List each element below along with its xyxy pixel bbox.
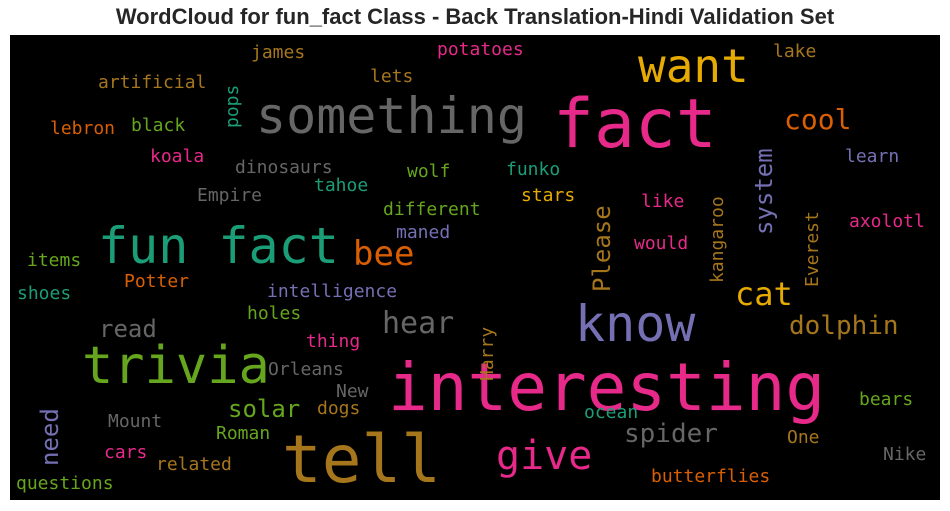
word-dinosaurs: dinosaurs xyxy=(235,157,333,178)
word-thing: thing xyxy=(306,331,360,352)
word-solar: solar xyxy=(228,395,300,423)
word-maned: maned xyxy=(396,222,450,243)
word-system: system xyxy=(750,148,778,235)
word-different: different xyxy=(383,199,481,220)
word-artificial: artificial xyxy=(98,72,206,93)
word-empire: Empire xyxy=(197,185,262,206)
word-orleans: Orleans xyxy=(268,359,344,380)
word-kangaroo: kangaroo xyxy=(707,196,728,283)
word-potatoes: potatoes xyxy=(437,39,524,60)
word-mount: Mount xyxy=(108,411,162,432)
word-interesting: interesting xyxy=(388,349,825,426)
word-wolf: wolf xyxy=(407,161,450,182)
word-butterflies: butterflies xyxy=(651,466,770,487)
word-spider: spider xyxy=(624,419,718,449)
word-roman: Roman xyxy=(216,423,270,444)
word-something: something xyxy=(256,87,527,145)
word-tell: tell xyxy=(282,421,441,498)
word-cat: cat xyxy=(735,275,793,313)
word-potter: Potter xyxy=(124,271,189,292)
word-dogs: dogs xyxy=(317,398,360,419)
word-fun-fact: fun fact xyxy=(98,217,339,275)
word-cool: cool xyxy=(784,103,851,136)
word-koala: koala xyxy=(150,146,204,167)
word-stars: stars xyxy=(521,185,575,206)
word-lake: lake xyxy=(773,41,816,62)
word-holes: holes xyxy=(247,303,301,324)
word-give: give xyxy=(496,433,592,479)
word-know: know xyxy=(575,295,696,353)
word-black: black xyxy=(131,115,185,136)
word-need: need xyxy=(36,408,64,466)
word-read: read xyxy=(99,315,157,343)
word-axolotl: axolotl xyxy=(849,211,925,232)
word-trivia: trivia xyxy=(82,336,270,396)
word-like: like xyxy=(641,191,684,212)
word-questions: questions xyxy=(16,473,114,494)
word-lets: lets xyxy=(370,66,413,87)
word-hear: hear xyxy=(382,306,454,341)
word-cars: cars xyxy=(104,442,147,463)
chart-title: WordCloud for fun_fact Class - Back Tran… xyxy=(115,4,835,29)
word-funko: funko xyxy=(506,159,560,180)
word-harry: Harry xyxy=(477,327,498,381)
word-everest: Everest xyxy=(802,211,823,287)
word-dolphin: dolphin xyxy=(789,311,899,341)
word-would: would xyxy=(634,233,688,254)
word-new: New xyxy=(336,381,369,402)
word-bears: bears xyxy=(859,389,913,410)
word-please: Please xyxy=(588,205,616,292)
word-learn: learn xyxy=(845,146,899,167)
word-ocean: ocean xyxy=(584,402,638,423)
word-items: items xyxy=(27,250,81,271)
word-shoes: shoes xyxy=(17,283,71,304)
word-one: One xyxy=(787,427,820,448)
word-james: james xyxy=(251,42,305,63)
word-fact: fact xyxy=(553,85,717,164)
cloud-background xyxy=(10,35,940,500)
word-bee: bee xyxy=(353,234,414,274)
word-nike: Nike xyxy=(883,444,926,465)
word-tahoe: tahoe xyxy=(314,175,368,196)
word-lebron: lebron xyxy=(50,118,115,139)
word-pops: pops xyxy=(222,85,243,128)
word-intelligence: intelligence xyxy=(267,281,397,302)
word-related: related xyxy=(156,454,232,475)
word-want: want xyxy=(638,39,749,93)
